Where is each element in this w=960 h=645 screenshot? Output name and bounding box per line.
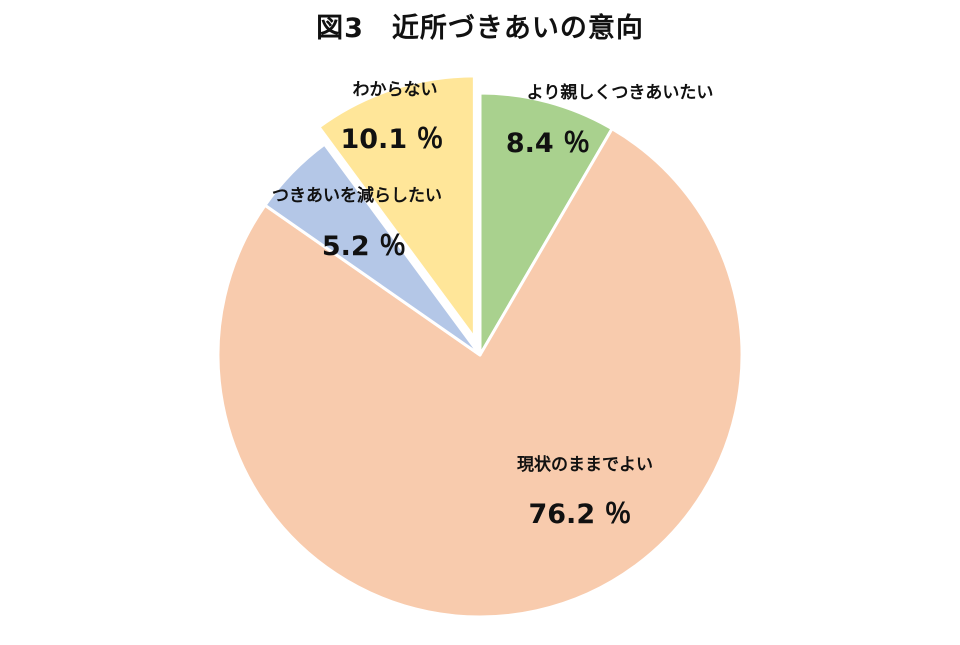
- pie-slice-4: [317, 74, 476, 340]
- slice-label-4: わからない: [353, 80, 438, 100]
- pie-slices: [216, 74, 744, 619]
- slice-value-label-4: 10.1 ％: [340, 124, 443, 155]
- pie-slice-1: [478, 91, 614, 357]
- slice-label-2: 現状のままでよい: [517, 454, 653, 475]
- pie-labels: より親しくつきあいたい 8.4 ％ 現状のままでよい 76.2 ％ つきあいを減らしたい…: [272, 80, 713, 530]
- slice-value-label-1: 8.4 ％: [506, 128, 590, 159]
- slice-label-3: つきあいを減らしたい: [272, 185, 442, 206]
- pie-slice-2: [216, 127, 744, 619]
- chart-title: 図3 近所づきあいの意向: [316, 13, 644, 44]
- slice-value-label-2: 76.2 ％: [528, 499, 631, 530]
- slice-label-1: より親しくつきあいたい: [527, 82, 714, 103]
- slice-value-label-3: 5.2 ％: [322, 231, 406, 262]
- pie-slice-3: [263, 142, 482, 357]
